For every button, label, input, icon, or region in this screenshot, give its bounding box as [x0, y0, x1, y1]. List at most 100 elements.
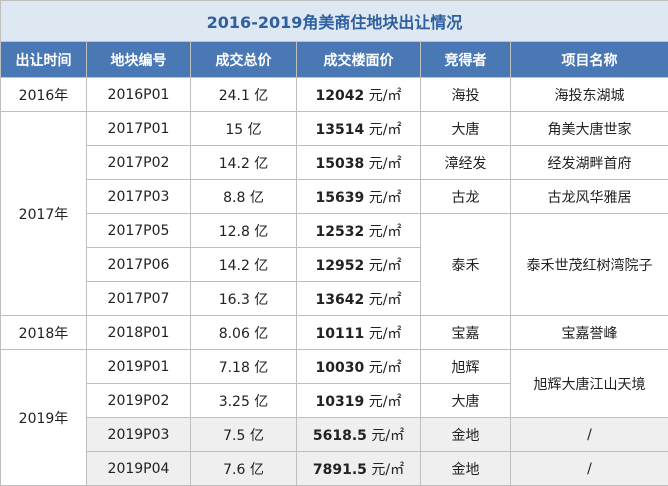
total-price-cell: 16.3 亿	[191, 282, 297, 316]
floor-price-unit: 元/㎡	[369, 258, 402, 274]
total-price-cell: 14.2 亿	[191, 248, 297, 282]
table-title: 2016-2019角美商住地块出让情况	[1, 1, 668, 42]
plot-cell: 2017P01	[87, 112, 191, 146]
project-cell: /	[511, 418, 668, 452]
floor-price-value: 7891.5	[313, 462, 367, 478]
winner-cell: 漳经发	[421, 146, 511, 180]
plot-cell: 2019P01	[87, 350, 191, 384]
header-cell: 出让时间	[1, 42, 87, 78]
floor-price-value: 12042	[316, 88, 365, 104]
floor-price-cell: 12042 元/㎡	[297, 78, 421, 112]
floor-price-cell: 12532 元/㎡	[297, 214, 421, 248]
project-cell: 海投东湖城	[511, 78, 668, 112]
total-price-cell: 14.2 亿	[191, 146, 297, 180]
floor-price-value: 15038	[316, 156, 365, 172]
floor-price-value: 10319	[316, 394, 365, 410]
total-price-cell: 8.8 亿	[191, 180, 297, 214]
winner-cell: 海投	[421, 78, 511, 112]
floor-price-value: 5618.5	[313, 428, 367, 444]
plot-cell: 2019P04	[87, 452, 191, 486]
winner-cell: 大唐	[421, 384, 511, 418]
floor-price-value: 12532	[316, 224, 365, 240]
project-cell: /	[511, 452, 668, 486]
floor-price-unit: 元/㎡	[369, 88, 402, 104]
floor-price-cell: 13642 元/㎡	[297, 282, 421, 316]
floor-price-unit: 元/㎡	[369, 292, 402, 308]
plot-cell: 2017P03	[87, 180, 191, 214]
floor-price-unit: 元/㎡	[369, 122, 402, 138]
plot-cell: 2016P01	[87, 78, 191, 112]
year-cell: 2016年	[1, 78, 87, 112]
year-cell: 2017年	[1, 112, 87, 316]
floor-price-cell: 12952 元/㎡	[297, 248, 421, 282]
plot-cell: 2017P06	[87, 248, 191, 282]
project-cell: 泰禾世茂红树湾院子	[511, 214, 668, 316]
floor-price-value: 10111	[316, 326, 365, 342]
floor-price-value: 12952	[316, 258, 365, 274]
winner-cell: 泰禾	[421, 214, 511, 316]
winner-cell: 古龙	[421, 180, 511, 214]
header-cell: 项目名称	[511, 42, 668, 78]
project-cell: 角美大唐世家	[511, 112, 668, 146]
floor-price-cell: 10030 元/㎡	[297, 350, 421, 384]
floor-price-cell: 15639 元/㎡	[297, 180, 421, 214]
winner-cell: 旭辉	[421, 350, 511, 384]
floor-price-unit: 元/㎡	[369, 326, 402, 342]
plot-cell: 2017P02	[87, 146, 191, 180]
total-price-cell: 7.18 亿	[191, 350, 297, 384]
project-cell: 经发湖畔首府	[511, 146, 668, 180]
project-cell: 旭辉大唐江山天境	[511, 350, 668, 418]
project-cell: 宝嘉誉峰	[511, 316, 668, 350]
total-price-cell: 8.06 亿	[191, 316, 297, 350]
floor-price-cell: 7891.5 元/㎡	[297, 452, 421, 486]
plot-cell: 2018P01	[87, 316, 191, 350]
total-price-cell: 3.25 亿	[191, 384, 297, 418]
plot-cell: 2019P02	[87, 384, 191, 418]
floor-price-unit: 元/㎡	[369, 190, 402, 206]
floor-price-cell: 13514 元/㎡	[297, 112, 421, 146]
header-cell: 竞得者	[421, 42, 511, 78]
winner-cell: 宝嘉	[421, 316, 511, 350]
header-cell: 地块编号	[87, 42, 191, 78]
floor-price-unit: 元/㎡	[369, 224, 402, 240]
floor-price-value: 13642	[316, 292, 365, 308]
total-price-cell: 12.8 亿	[191, 214, 297, 248]
plot-cell: 2017P07	[87, 282, 191, 316]
project-cell: 古龙风华雅居	[511, 180, 668, 214]
floor-price-cell: 10111 元/㎡	[297, 316, 421, 350]
total-price-cell: 7.5 亿	[191, 418, 297, 452]
floor-price-cell: 10319 元/㎡	[297, 384, 421, 418]
total-price-cell: 24.1 亿	[191, 78, 297, 112]
floor-price-value: 15639	[316, 190, 365, 206]
total-price-cell: 7.6 亿	[191, 452, 297, 486]
year-cell: 2018年	[1, 316, 87, 350]
year-cell: 2019年	[1, 350, 87, 486]
floor-price-unit: 元/㎡	[371, 428, 404, 444]
floor-price-cell: 5618.5 元/㎡	[297, 418, 421, 452]
header-cell: 成交总价	[191, 42, 297, 78]
floor-price-unit: 元/㎡	[369, 360, 402, 376]
floor-price-value: 13514	[316, 122, 365, 138]
header-cell: 成交楼面价	[297, 42, 421, 78]
floor-price-unit: 元/㎡	[371, 462, 404, 478]
plot-cell: 2017P05	[87, 214, 191, 248]
floor-price-unit: 元/㎡	[369, 156, 402, 172]
total-price-cell: 15 亿	[191, 112, 297, 146]
winner-cell: 大唐	[421, 112, 511, 146]
floor-price-cell: 15038 元/㎡	[297, 146, 421, 180]
winner-cell: 金地	[421, 452, 511, 486]
floor-price-value: 10030	[316, 360, 365, 376]
plot-cell: 2019P03	[87, 418, 191, 452]
floor-price-unit: 元/㎡	[369, 394, 402, 410]
winner-cell: 金地	[421, 418, 511, 452]
